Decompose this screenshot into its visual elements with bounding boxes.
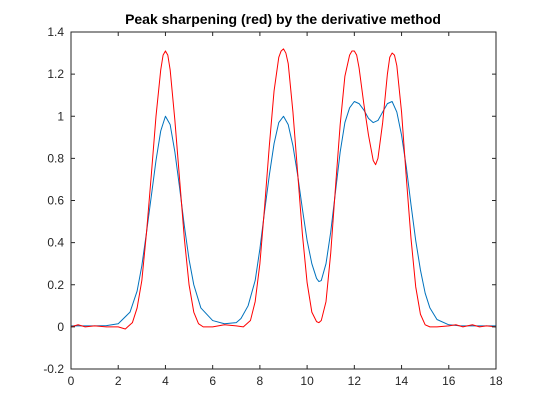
series-layer bbox=[70, 48, 497, 330]
y-tick-label: 1.2 bbox=[47, 67, 64, 81]
x-tick-label: 4 bbox=[162, 374, 169, 388]
y-tick-label: 0 bbox=[57, 320, 64, 334]
y-tick-label: 1.4 bbox=[47, 25, 64, 39]
x-tick-label: 10 bbox=[300, 374, 314, 388]
x-tick-label: 8 bbox=[257, 374, 264, 388]
x-tick-label: 12 bbox=[348, 374, 362, 388]
y-tick-label: 0.6 bbox=[47, 194, 64, 208]
x-tick-label: 18 bbox=[489, 374, 503, 388]
y-tick-label: -0.2 bbox=[43, 362, 64, 376]
x-tick-label: 16 bbox=[442, 374, 456, 388]
y-tick-label: 0.8 bbox=[47, 151, 64, 165]
x-tick-label: 14 bbox=[395, 374, 409, 388]
x-tick-label: 0 bbox=[68, 374, 75, 388]
y-tick-label: 0.4 bbox=[47, 236, 64, 250]
series-line-2 bbox=[70, 48, 497, 330]
x-axis: 0 2 4 6 8 10 12 14 16 18 bbox=[68, 32, 503, 388]
x-tick-label: 2 bbox=[115, 374, 122, 388]
chart-title: Peak sharpening (red) by the derivative … bbox=[125, 11, 441, 27]
x-tick-label: 6 bbox=[209, 374, 216, 388]
y-tick-label: 1 bbox=[57, 109, 64, 123]
y-tick-label: 0.2 bbox=[47, 278, 64, 292]
y-axis: -0.2 0 0.2 0.4 0.6 0.8 1 1.2 1.4 bbox=[43, 25, 496, 376]
